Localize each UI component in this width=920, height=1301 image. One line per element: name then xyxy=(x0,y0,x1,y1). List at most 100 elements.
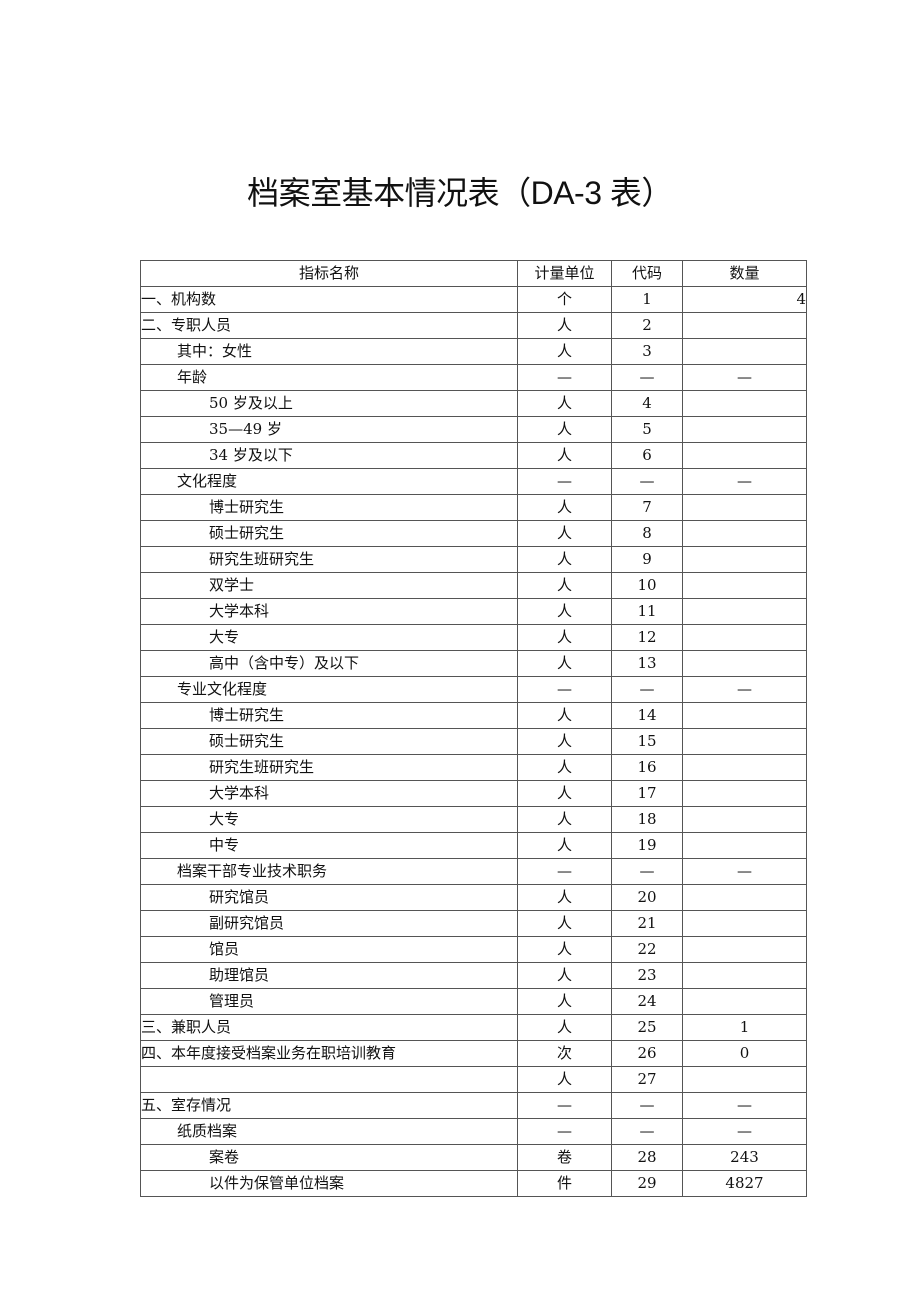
quantity-cell xyxy=(682,962,807,989)
code-cell: — xyxy=(611,1118,683,1145)
quantity-cell: 0 xyxy=(682,1040,807,1067)
unit-cell: 人 xyxy=(517,780,612,807)
indicator-name-cell: 其中：女性 xyxy=(140,338,518,365)
quantity-cell xyxy=(682,598,807,625)
code-cell: — xyxy=(611,858,683,885)
indicator-name-cell: 研究生班研究生 xyxy=(140,754,518,781)
unit-cell: 卷 xyxy=(517,1144,612,1171)
code-cell: 14 xyxy=(611,702,683,729)
header-row: 指标名称 计量单位 代码 数量 xyxy=(140,260,807,287)
table-row: 案卷卷 28 243 xyxy=(140,1144,807,1171)
code-cell: 18 xyxy=(611,806,683,833)
quantity-cell xyxy=(682,442,807,469)
code-cell: 29 xyxy=(611,1170,683,1197)
code-cell: 21 xyxy=(611,910,683,937)
document-title: 档案室基本情况表（DA-3 表） xyxy=(247,175,673,211)
table-row: 50 岁及以上人 4 xyxy=(140,390,807,417)
unit-cell: 人 xyxy=(517,1014,612,1041)
indicator-name-cell: 35—49 岁 xyxy=(140,416,518,443)
unit-cell: 人 xyxy=(517,650,612,677)
unit-cell: 人 xyxy=(517,832,612,859)
code-cell: 24 xyxy=(611,988,683,1015)
quantity-cell xyxy=(682,1066,807,1093)
code-cell: 3 xyxy=(611,338,683,365)
unit-cell: — xyxy=(517,858,612,885)
indicator-name-cell: 纸质档案 xyxy=(140,1118,518,1145)
table-row: 双学士人 10 xyxy=(140,572,807,599)
archive-room-table: 指标名称 计量单位 代码 数量 一、机构数个 1 4 二、专职人员人 2 其中：女性人 3 年… xyxy=(140,260,807,1197)
table-row: 四、本年度接受档案业务在职培训教育次 26 0 xyxy=(140,1040,807,1067)
table-row: 硕士研究生人 15 xyxy=(140,728,807,755)
indicator-name-cell: 硕士研究生 xyxy=(140,520,518,547)
unit-cell: 人 xyxy=(517,728,612,755)
table-row: 人 27 xyxy=(140,1066,807,1093)
indicator-name-cell: 高中（含中专）及以下 xyxy=(140,650,518,677)
code-cell: 5 xyxy=(611,416,683,443)
table-row: 专业文化程度 — — — xyxy=(140,676,807,703)
indicator-name-cell: 专业文化程度 xyxy=(140,676,518,703)
indicator-name-cell: 以件为保管单位档案 xyxy=(140,1170,518,1197)
code-cell: 12 xyxy=(611,624,683,651)
unit-cell: 人 xyxy=(517,546,612,573)
indicator-name-cell: 博士研究生 xyxy=(140,494,518,521)
unit-cell: — xyxy=(517,1118,612,1145)
quantity-cell: 1 xyxy=(682,1014,807,1041)
unit-cell: — xyxy=(517,676,612,703)
indicator-name-cell: 中专 xyxy=(140,832,518,859)
code-cell: 15 xyxy=(611,728,683,755)
table-row: 档案干部专业技术职务 — — — xyxy=(140,858,807,885)
table-row: 中专人 19 xyxy=(140,832,807,859)
table-row: 年龄 — — — xyxy=(140,364,807,391)
table-row: 五、室存情况 — — — xyxy=(140,1092,807,1119)
code-cell: — xyxy=(611,1092,683,1119)
table-row: 管理员人 24 xyxy=(140,988,807,1015)
unit-cell: — xyxy=(517,1092,612,1119)
code-cell: — xyxy=(611,468,683,495)
code-cell: 13 xyxy=(611,650,683,677)
table-row: 大专人 18 xyxy=(140,806,807,833)
unit-cell: 人 xyxy=(517,520,612,547)
table-row: 三、兼职人员人 25 1 xyxy=(140,1014,807,1041)
indicator-name-cell: 案卷 xyxy=(140,1144,518,1171)
table-row: 博士研究生人 7 xyxy=(140,494,807,521)
indicator-name-cell: 馆员 xyxy=(140,936,518,963)
header-quantity: 数量 xyxy=(682,260,807,287)
code-cell: 22 xyxy=(611,936,683,963)
quantity-cell xyxy=(682,936,807,963)
unit-cell: 人 xyxy=(517,390,612,417)
table-row: 一、机构数个 1 4 xyxy=(140,286,807,313)
quantity-cell xyxy=(682,728,807,755)
indicator-name-cell: 研究生班研究生 xyxy=(140,546,518,573)
quantity-cell xyxy=(682,338,807,365)
code-cell: 28 xyxy=(611,1144,683,1171)
table-row: 研究馆员人 20 xyxy=(140,884,807,911)
indicator-name-cell: 二、专职人员 xyxy=(140,312,518,339)
code-cell: — xyxy=(611,364,683,391)
code-cell: 17 xyxy=(611,780,683,807)
indicator-name-cell: 大专 xyxy=(140,806,518,833)
table-row: 大专人 12 xyxy=(140,624,807,651)
indicator-name-cell: 副研究馆员 xyxy=(140,910,518,937)
unit-cell: 人 xyxy=(517,754,612,781)
quantity-cell xyxy=(682,780,807,807)
indicator-name-cell: 硕士研究生 xyxy=(140,728,518,755)
table-row: 博士研究生人 14 xyxy=(140,702,807,729)
unit-cell: 次 xyxy=(517,1040,612,1067)
code-cell: 25 xyxy=(611,1014,683,1041)
quantity-cell xyxy=(682,390,807,417)
quantity-cell: — xyxy=(682,1092,807,1119)
unit-cell: 人 xyxy=(517,806,612,833)
indicator-name-cell: 助理馆员 xyxy=(140,962,518,989)
quantity-cell xyxy=(682,572,807,599)
unit-cell: 人 xyxy=(517,910,612,937)
indicator-name-cell: 双学士 xyxy=(140,572,518,599)
table-row: 34 岁及以下人 6 xyxy=(140,442,807,469)
unit-cell: 人 xyxy=(517,338,612,365)
header-code: 代码 xyxy=(611,260,683,287)
unit-cell: — xyxy=(517,364,612,391)
quantity-cell xyxy=(682,416,807,443)
code-cell: 20 xyxy=(611,884,683,911)
indicator-name-cell: 三、兼职人员 xyxy=(140,1014,518,1041)
code-cell: 2 xyxy=(611,312,683,339)
